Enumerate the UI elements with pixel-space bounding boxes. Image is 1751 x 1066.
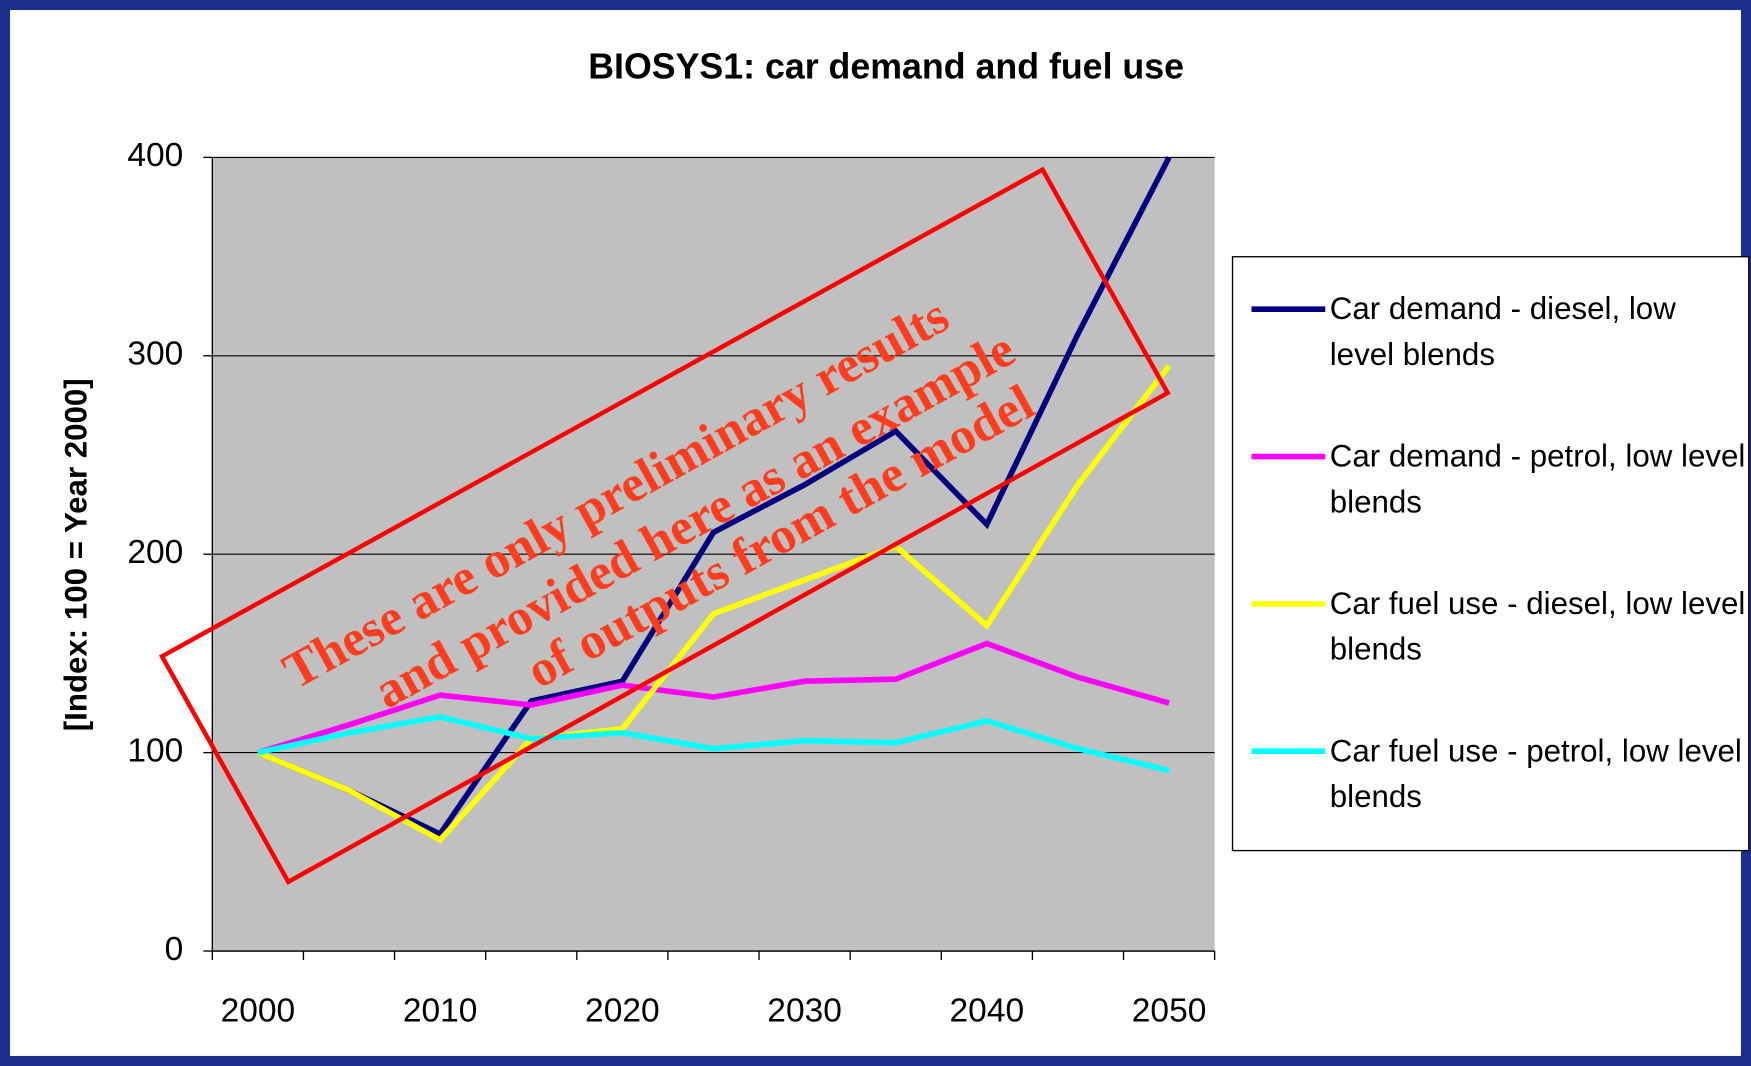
x-tick-label: 2020: [585, 992, 660, 1029]
legend-entry: Car demand - petrol, low level blends: [1329, 438, 1746, 520]
grid: 0 100 200 300 400 2000 2010 2020 2030 2040 2050: [127, 137, 1216, 1029]
x-tick-label: 2030: [767, 992, 842, 1029]
y-axis-label: [Index: 100 = Year 2000]: [58, 378, 93, 731]
series-line: [257, 640, 1170, 756]
watermark-box: [158, 166, 1171, 885]
legend-label: Car demand - diesel, low level blends: [1329, 291, 1676, 372]
chart-title: BIOSYS1: car demand and fuel use: [588, 47, 1184, 87]
legend-label: Car fuel use - petrol, low level blends: [1329, 733, 1742, 814]
x-tick-label: 2000: [221, 992, 296, 1029]
legend-label: Car fuel use - diesel, low level blends: [1329, 586, 1746, 667]
y-tick-label: 400: [127, 137, 183, 174]
x-tick-label: 2050: [1132, 992, 1207, 1029]
legend-label: Car demand - petrol, low level blends: [1329, 438, 1746, 520]
y-tick-label: 300: [127, 336, 183, 373]
legend-entry: Car demand - diesel, low level blends: [1329, 291, 1676, 372]
lines: [256, 156, 1172, 844]
x-tick-label: 2040: [950, 992, 1025, 1029]
y-tick-label: 100: [127, 732, 183, 769]
y-tick-label: 0: [165, 931, 184, 968]
legend-entry: Car fuel use - petrol, low level blends: [1329, 733, 1742, 814]
series-line: [256, 156, 1172, 838]
legend: Car demand - diesel, low level blends Car…: [1251, 291, 1746, 814]
x-tick-label: 2010: [403, 992, 478, 1029]
y-tick-label: 200: [127, 534, 183, 571]
series-line: [256, 364, 1172, 844]
legend-entry: Car fuel use - diesel, low level blends: [1329, 586, 1746, 667]
series-line: [257, 714, 1170, 774]
